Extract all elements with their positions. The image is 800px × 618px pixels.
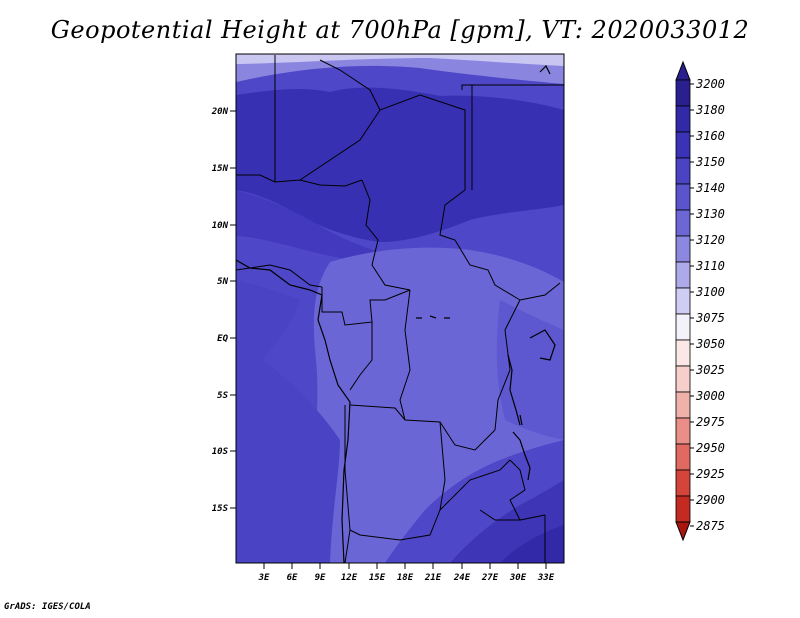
- y-tick-label: 10S: [212, 447, 229, 457]
- map-frame: [235, 53, 565, 564]
- colorbar-swatch: [675, 261, 691, 289]
- x-tick-label: 33E: [537, 573, 555, 583]
- map-title: Geopotential Height at 700hPa [gpm], VT:…: [50, 16, 750, 44]
- country-borders: [236, 55, 564, 563]
- x-tick-label: 18E: [397, 573, 414, 583]
- colorbar-label: 2925: [696, 467, 725, 481]
- colorbar-label: 3050: [695, 337, 725, 351]
- colorbar-label: 3025: [695, 363, 725, 377]
- colorbar-label: 3120: [695, 233, 725, 247]
- x-tick-label: 21E: [424, 573, 442, 583]
- colorbar-label: 3180: [695, 103, 725, 117]
- y-tick-label: 5N: [217, 277, 228, 287]
- colorbar-label: 3100: [695, 285, 725, 299]
- colorbar-swatch: [675, 131, 691, 159]
- colorbar-label: 3200: [695, 77, 725, 91]
- y-tick-label: 20N: [211, 107, 229, 117]
- y-axis: 20N 15N 10N 5N EQ 5S 10S 15S: [211, 107, 236, 514]
- colorbar-top-arrow: [675, 60, 691, 81]
- colorbar-swatch: [675, 339, 691, 367]
- colorbar-swatch: [675, 287, 691, 315]
- map-panel: [236, 54, 564, 563]
- colorbar-swatch: [675, 391, 691, 419]
- colorbar-bottom-arrow: [675, 521, 691, 542]
- colorbar-swatch: [675, 313, 691, 341]
- colorbar-label: 2900: [696, 493, 725, 507]
- y-tick-label: EQ: [217, 334, 228, 344]
- colorbar-label: 3150: [695, 155, 725, 169]
- x-tick-label: 15E: [369, 573, 386, 583]
- y-tick-label: 5S: [217, 391, 228, 401]
- colorbar-swatch: [675, 365, 691, 393]
- x-tick-label: 27E: [481, 573, 499, 583]
- grads-credit: GrADS: IGES/COLA: [4, 602, 91, 612]
- colorbar-swatch: [675, 495, 691, 523]
- coastlines: [236, 64, 556, 563]
- colorbar-label: 3160: [695, 129, 725, 143]
- colorbar-label: 3075: [695, 311, 725, 325]
- colorbar-swatch: [675, 417, 691, 445]
- colorbar-label: 3110: [695, 259, 725, 273]
- colorbar-label: 2975: [696, 415, 725, 429]
- colorbar: 3200 3180 3160 3150 3140 3130 3120 3110 3100 3075…: [675, 60, 725, 542]
- colorbar-swatch: [675, 443, 691, 471]
- colorbar-swatch: [675, 235, 691, 263]
- x-tick-label: 6E: [287, 573, 298, 583]
- colorbar-label: 3000: [695, 389, 725, 403]
- colorbar-swatch: [675, 469, 691, 497]
- colorbar-label: 2875: [696, 519, 725, 533]
- colorbar-label: 2950: [696, 441, 725, 455]
- colorbar-swatch: [675, 157, 691, 185]
- colorbar-swatch: [675, 183, 691, 211]
- colorbar-label: 3130: [695, 207, 725, 221]
- y-tick-label: 10N: [212, 221, 229, 231]
- y-tick-label: 15N: [212, 164, 229, 174]
- x-axis: 3E 6E 9E 12E 15E 18E 21E 24E 27E 30E 33E: [258, 563, 555, 583]
- colorbar-swatch: [675, 79, 691, 107]
- colorbar-swatch: [675, 105, 691, 133]
- x-tick-label: 24E: [453, 573, 471, 583]
- x-tick-label: 9E: [315, 573, 326, 583]
- colorbar-swatch: [675, 209, 691, 237]
- y-tick-label: 15S: [212, 504, 229, 514]
- x-tick-label: 3E: [258, 573, 270, 583]
- x-tick-label: 30E: [509, 573, 527, 583]
- x-tick-label: 12E: [341, 573, 358, 583]
- colorbar-label: 3140: [695, 181, 725, 195]
